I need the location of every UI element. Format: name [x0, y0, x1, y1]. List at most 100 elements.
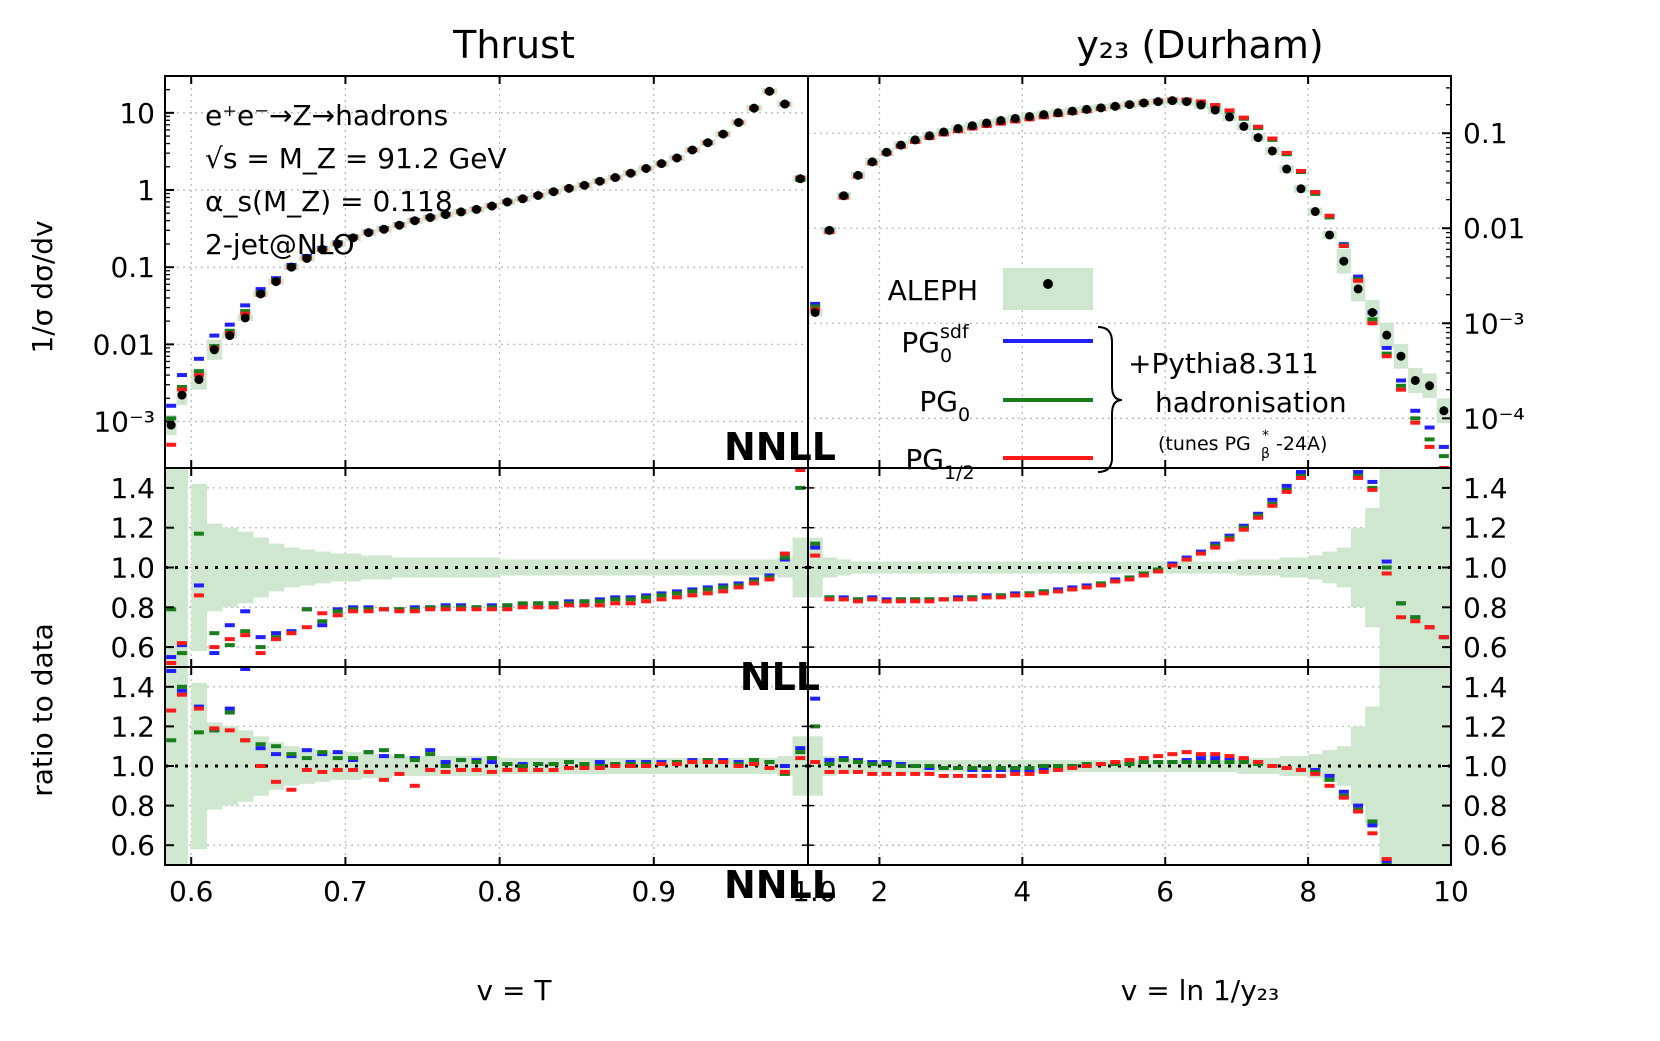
y23-ratio-nnll-band-segment — [1165, 760, 1181, 772]
panels-layer: 10⁻³ 0.01 0.1 1 10 0.6 0.8 1.0 1.2 1.4 0.6 0.8 1.0 1.… — [93, 75, 1525, 908]
thrust-ratio-nll-band-segment — [453, 557, 470, 578]
y23-main-data-point — [853, 170, 863, 180]
y23-ratio-nnll-band-segment — [1393, 667, 1409, 865]
thrust-main-frame — [164, 75, 809, 469]
thrust-main-data-point — [549, 187, 559, 197]
thrust-main-data-point — [225, 331, 235, 341]
thrust-ratio-nll-ytick-label: 1.0 — [110, 552, 155, 585]
main-ylabel: 1/σ dσ/dv — [26, 220, 59, 353]
y23-main-data-point — [939, 127, 949, 137]
thrust-main-data-point — [240, 313, 250, 323]
ratio-ylabel: ratio to data — [26, 623, 59, 797]
thrust-main-data-point — [595, 176, 605, 186]
y23-main-data-point — [1196, 100, 1206, 110]
thrust-main-data-point — [410, 216, 420, 226]
y23-ratio-nnll-ytick-label: 0.8 — [1463, 790, 1508, 823]
thrust-ratio-nnll-plot-area — [165, 667, 808, 865]
pythia-label-line1: +Pythia8.311 — [1128, 347, 1319, 380]
legend-pghalf-sub: 1/2 — [944, 462, 975, 484]
thrust-main-data-point — [441, 210, 451, 220]
y23-main-panel: 10⁻⁴ 10⁻³ 0.01 0.1 — [807, 75, 1525, 469]
y23-main-data-point — [910, 135, 920, 145]
y23-main-data-point — [824, 225, 834, 235]
legend-pg0sdf-label: PG — [901, 326, 940, 359]
thrust-ratio-nll-band-segment — [715, 559, 732, 576]
y23-main-data-point — [1182, 97, 1192, 107]
y23-xtick-label: 10 — [1433, 875, 1469, 908]
y23-ratio-nll-band-segment — [1179, 561, 1195, 574]
y23-ratio-nll-band-segment — [1079, 561, 1095, 574]
thrust-ratio-nll-band-segment — [391, 557, 408, 578]
y23-ratio-nnll-ytick-label: 1.4 — [1463, 671, 1508, 704]
y23-ratio-nnll-band-segment — [1136, 760, 1152, 772]
y23-main-data-point — [1296, 184, 1306, 194]
thrust-main-ytick-label: 0.1 — [110, 251, 155, 284]
y23-main-ytick-label: 10⁻⁴ — [1463, 402, 1525, 435]
thrust-main-data-point — [795, 174, 805, 184]
y23-main-data-point — [1310, 207, 1320, 217]
thrust-main-ytick-label: 10 — [119, 97, 155, 130]
y23-ratio-nll-band-segment — [1308, 555, 1323, 580]
y23-ratio-nnll-band-segment — [1293, 756, 1309, 776]
thrust-main-data-point — [209, 345, 219, 355]
thrust-main-data-point — [518, 194, 528, 204]
y23-main-data-point — [1167, 96, 1177, 106]
y23-main-data-point — [953, 124, 963, 134]
y23-ratio-nll-ytick-label: 1.2 — [1463, 512, 1508, 545]
y23-main-data-point — [1210, 105, 1220, 115]
y23-main-ytick-label: 0.01 — [1463, 212, 1525, 245]
y23-ratio-nnll-band-segment — [1379, 667, 1395, 865]
thrust-ratio-nll-band-segment — [206, 523, 223, 612]
thrust-ratio-nll-band-segment — [360, 555, 377, 580]
thrust-main-data-point — [271, 277, 281, 287]
thrust-main-data-point — [487, 201, 497, 211]
y23-ratio-nll-ytick-label: 0.8 — [1463, 591, 1508, 624]
y23-xtick-label: 4 — [1013, 875, 1031, 908]
y23-ratio-nnll-ytick-label: 1.2 — [1463, 710, 1508, 743]
alphas-annotation: α_s(M_Z) = 0.118 — [205, 185, 453, 218]
y23-ratio-nll-band-segment — [1065, 561, 1080, 574]
tunes-label-sup: * — [1262, 428, 1269, 444]
thrust-main-data-point — [749, 103, 759, 113]
thrust-xtick-label: 0.9 — [632, 875, 677, 908]
thrust-ratio-nll-band-segment — [576, 559, 593, 576]
legend-pg0-sub: 0 — [958, 404, 970, 426]
mid-accuracy-label: NLL — [740, 655, 820, 699]
y23-main-data-point — [924, 131, 934, 141]
y23-main-data-point — [1053, 108, 1063, 118]
thrust-main-data-point — [364, 228, 374, 238]
thrust-ratio-nnll-ytick-label: 1.2 — [110, 710, 155, 743]
y23-ratio-nll-band-segment — [1136, 561, 1152, 574]
y23-ratio-nll-band-segment — [1036, 561, 1052, 574]
y23-ratio-nll-band-segment — [979, 561, 995, 574]
thrust-main-data-point — [379, 224, 389, 234]
thrust-ratio-nll-band-segment — [530, 559, 547, 576]
thrust-main-plot-area — [165, 76, 808, 468]
thrust-ratio-nll-band-segment — [592, 559, 609, 576]
y23-ratio-nnll-band-segment — [1408, 667, 1423, 865]
thrust-ratio-nll-band-segment — [761, 559, 778, 576]
y23-main-data-point — [1410, 375, 1420, 385]
thrust-main-data-point — [703, 138, 713, 148]
y23-ratio-nnll-band-segment — [1208, 760, 1223, 772]
thrust-ratio-nll-band-segment — [376, 555, 393, 580]
y23-ratio-nll-band-segment — [836, 559, 852, 576]
thrust-main-data-point — [502, 197, 512, 207]
y23-ratio-nll-band-segment — [1393, 468, 1409, 667]
thrust-ratio-nll-band-segment — [515, 559, 531, 576]
y23-main-data-point — [1382, 330, 1392, 340]
thrust-ratio-nll-ytick-label: 0.8 — [110, 591, 155, 624]
thrust-main-data-point — [456, 207, 466, 217]
thrust-main-data-point — [718, 129, 728, 139]
thrust-ratio-nnll-ytick-label: 1.0 — [110, 750, 155, 783]
y23-main-data-point — [996, 116, 1006, 126]
thrust-ratio-nll-band-segment — [684, 559, 701, 576]
y23-ratio-nll-band-segment — [936, 561, 952, 574]
thrust-main-data-point — [256, 289, 266, 299]
y23-ratio-nnll-band-segment — [1179, 760, 1195, 772]
y23-main-data-point — [1082, 104, 1092, 114]
legend-pghalf-label: PG — [905, 443, 944, 476]
y23-ratio-nll-band-segment — [808, 537, 823, 598]
legend-pg0sdf-sup: sdf — [940, 321, 970, 343]
